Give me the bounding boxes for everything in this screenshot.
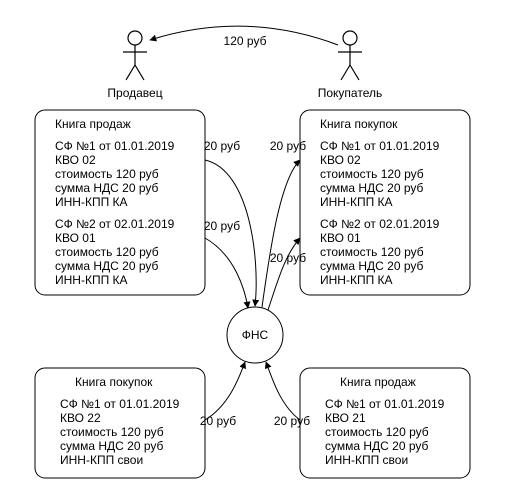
svg-text:сумма НДС 20 руб: сумма НДС 20 руб	[320, 181, 424, 195]
svg-text:КВО 01: КВО 01	[320, 231, 361, 245]
svg-text:стоимость 120 руб: стоимость 120 руб	[320, 245, 424, 259]
edge-purch-bottom	[205, 362, 245, 420]
box-purchases-bottom: Книга покупок СФ №1 от 01.01.2019 КВО 22…	[35, 368, 205, 478]
edge-purch-bottom-label: 20 руб	[200, 414, 236, 428]
svg-text:СФ №1 от 01.01.2019: СФ №1 от 01.01.2019	[325, 397, 445, 411]
svg-text:КВО 02: КВО 02	[320, 153, 361, 167]
purchases-bottom-title: Книга покупок	[75, 375, 153, 389]
box-sales-bottom: Книга продаж СФ №1 от 01.01.2019 КВО 21 …	[300, 368, 470, 478]
svg-text:ИНН-КПП свои: ИНН-КПП свои	[325, 453, 408, 467]
svg-text:КВО 22: КВО 22	[60, 411, 101, 425]
edge-purch-top-1	[262, 160, 300, 307]
edge-sales-bottom	[266, 362, 300, 420]
svg-text:сумма НДС 20 руб: сумма НДС 20 руб	[325, 439, 429, 453]
edge-sales-top-2-label: 20 руб	[204, 219, 240, 233]
svg-text:стоимость 120 руб: стоимость 120 руб	[325, 425, 429, 439]
svg-text:КВО 02: КВО 02	[55, 153, 96, 167]
center-label: ФНС	[242, 328, 269, 342]
sales-bottom-title: Книга продаж	[340, 375, 416, 389]
svg-text:СФ №2 от 02.01.2019: СФ №2 от 02.01.2019	[55, 217, 175, 231]
svg-text:сумма НДС 20 руб: сумма НДС 20 руб	[55, 181, 159, 195]
purchases-top-title: Книга покупок	[320, 117, 398, 131]
edge-sales-top-1-label: 20 руб	[204, 139, 240, 153]
svg-text:ИНН-КПП свои: ИНН-КПП свои	[60, 453, 143, 467]
svg-text:СФ №1 от 01.01.2019: СФ №1 от 01.01.2019	[60, 397, 180, 411]
svg-text:стоимость 120 руб: стоимость 120 руб	[55, 245, 159, 259]
edge-sales-bottom-label: 20 руб	[274, 414, 310, 428]
edge-purch-top-2-label: 20 руб	[270, 251, 306, 265]
edge-purch-top-1-label: 20 руб	[270, 139, 306, 153]
svg-text:СФ №2 от 02.01.2019: СФ №2 от 02.01.2019	[320, 217, 440, 231]
edge-purch-top-2	[268, 238, 300, 310]
svg-text:ИНН-КПП КА: ИНН-КПП КА	[320, 273, 393, 287]
svg-text:СФ №1 от 01.01.2019: СФ №1 от 01.01.2019	[320, 139, 440, 153]
svg-text:КВО 01: КВО 01	[55, 231, 96, 245]
svg-text:сумма НДС 20 руб: сумма НДС 20 руб	[55, 259, 159, 273]
svg-text:сумма НДС 20 руб: сумма НДС 20 руб	[320, 259, 424, 273]
box-purchases-top: Книга покупок СФ №1 от 01.01.2019 КВО 02…	[300, 110, 470, 295]
svg-text:стоимость 120 руб: стоимость 120 руб	[320, 167, 424, 181]
buyer-label: Покупатель	[318, 86, 382, 100]
svg-text:ИНН-КПП КА: ИНН-КПП КА	[55, 273, 128, 287]
svg-text:ИНН-КПП КА: ИНН-КПП КА	[55, 195, 128, 209]
payment-label: 120 руб	[224, 34, 267, 48]
edge-sales-top-2	[205, 238, 248, 308]
box-sales-top: Книга продаж СФ №1 от 01.01.2019 КВО 02 …	[35, 110, 205, 295]
edge-sales-top-1	[205, 160, 256, 306]
svg-text:СФ №1 от 01.01.2019: СФ №1 от 01.01.2019	[55, 139, 175, 153]
svg-text:КВО 21: КВО 21	[325, 411, 366, 425]
svg-text:ИНН-КПП КА: ИНН-КПП КА	[320, 195, 393, 209]
svg-text:стоимость 120 руб: стоимость 120 руб	[60, 425, 164, 439]
seller-label: Продавец	[107, 86, 162, 100]
svg-text:сумма НДС 20 руб: сумма НДС 20 руб	[60, 439, 164, 453]
svg-text:стоимость 120 руб: стоимость 120 руб	[55, 167, 159, 181]
sales-top-title: Книга продаж	[55, 117, 131, 131]
actor-seller: Продавец	[107, 31, 162, 100]
